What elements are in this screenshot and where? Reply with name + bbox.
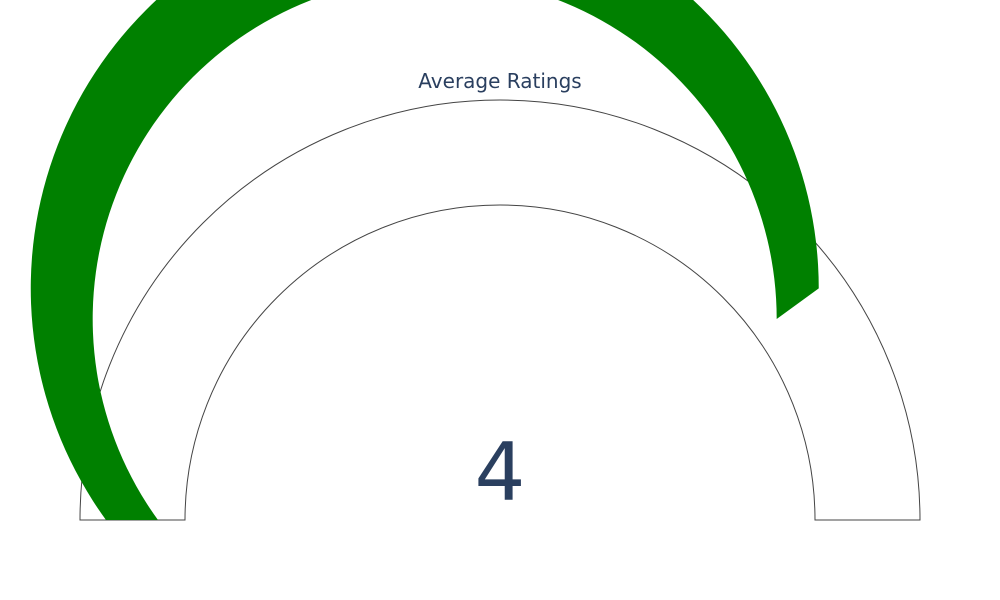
gauge-value-label: 4 bbox=[475, 426, 526, 519]
chart-title: Average Ratings bbox=[418, 69, 582, 93]
gauge-track bbox=[79, 99, 921, 521]
gauge-value-bar bbox=[30, 0, 819, 520]
